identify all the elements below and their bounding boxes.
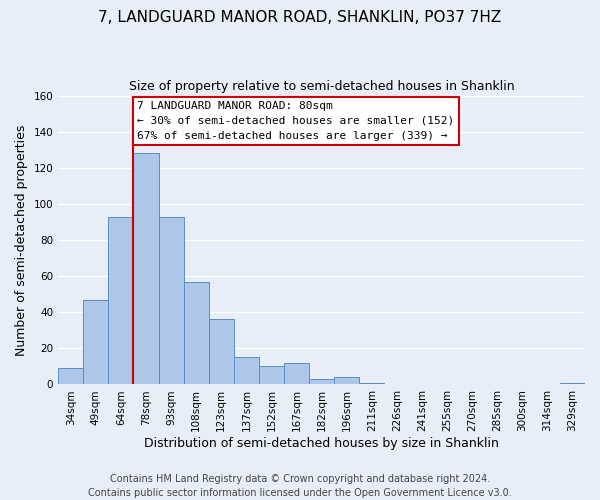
- Bar: [309, 379, 334, 384]
- Y-axis label: Number of semi-detached properties: Number of semi-detached properties: [15, 124, 28, 356]
- Bar: [58, 368, 83, 384]
- Bar: [234, 358, 259, 384]
- Bar: [284, 363, 309, 384]
- Bar: [259, 366, 284, 384]
- Text: Contains HM Land Registry data © Crown copyright and database right 2024.
Contai: Contains HM Land Registry data © Crown c…: [88, 474, 512, 498]
- Bar: [334, 377, 359, 384]
- Bar: [158, 216, 184, 384]
- Text: 7 LANDGUARD MANOR ROAD: 80sqm
← 30% of semi-detached houses are smaller (152)
67: 7 LANDGUARD MANOR ROAD: 80sqm ← 30% of s…: [137, 101, 454, 140]
- Bar: [184, 282, 209, 385]
- Bar: [560, 382, 585, 384]
- Title: Size of property relative to semi-detached houses in Shanklin: Size of property relative to semi-detach…: [129, 80, 514, 93]
- Text: 7, LANDGUARD MANOR ROAD, SHANKLIN, PO37 7HZ: 7, LANDGUARD MANOR ROAD, SHANKLIN, PO37 …: [98, 10, 502, 25]
- Bar: [359, 382, 385, 384]
- Bar: [109, 216, 133, 384]
- Bar: [83, 300, 109, 384]
- Bar: [133, 154, 158, 384]
- Bar: [209, 320, 234, 384]
- X-axis label: Distribution of semi-detached houses by size in Shanklin: Distribution of semi-detached houses by …: [144, 437, 499, 450]
